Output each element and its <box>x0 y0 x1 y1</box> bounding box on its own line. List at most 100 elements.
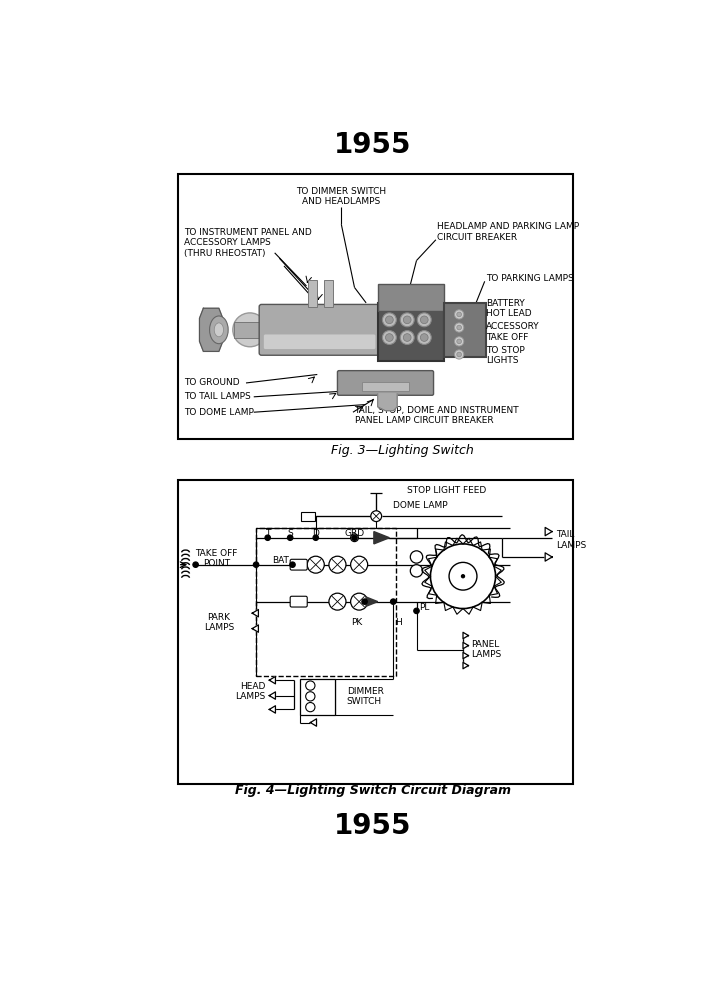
Text: TO GROUND: TO GROUND <box>184 379 240 388</box>
Circle shape <box>352 535 357 540</box>
Text: GRD: GRD <box>344 529 365 538</box>
Circle shape <box>386 316 393 324</box>
Circle shape <box>456 339 462 343</box>
Circle shape <box>351 556 368 573</box>
Circle shape <box>454 337 464 346</box>
Circle shape <box>456 325 462 330</box>
Text: ACCESSORY
TAKE OFF: ACCESSORY TAKE OFF <box>486 323 540 341</box>
Circle shape <box>417 313 431 327</box>
Text: TAIL
LAMPS: TAIL LAMPS <box>556 530 586 550</box>
FancyBboxPatch shape <box>290 559 307 570</box>
Text: TO DOME LAMP: TO DOME LAMP <box>184 407 254 416</box>
Circle shape <box>386 334 393 341</box>
Polygon shape <box>269 706 275 713</box>
Bar <box>308 279 317 307</box>
Polygon shape <box>366 597 378 606</box>
Circle shape <box>352 535 357 540</box>
Text: DIMMER
SWITCH: DIMMER SWITCH <box>347 687 384 707</box>
FancyBboxPatch shape <box>290 596 307 607</box>
Circle shape <box>193 562 198 568</box>
Circle shape <box>382 331 396 344</box>
Polygon shape <box>545 527 552 535</box>
Circle shape <box>351 534 358 541</box>
Polygon shape <box>269 692 275 700</box>
Circle shape <box>430 544 496 608</box>
Text: PARK
LAMPS: PARK LAMPS <box>204 613 234 632</box>
Polygon shape <box>463 633 468 639</box>
FancyBboxPatch shape <box>338 371 434 396</box>
Circle shape <box>288 535 293 540</box>
Text: Fig. 4—Lighting Switch Circuit Diagram: Fig. 4—Lighting Switch Circuit Diagram <box>235 784 511 797</box>
Polygon shape <box>463 652 468 658</box>
Circle shape <box>313 535 318 540</box>
Polygon shape <box>378 394 397 410</box>
Circle shape <box>414 608 419 614</box>
Circle shape <box>382 313 396 327</box>
Text: Fig. 3—Lighting Switch: Fig. 3—Lighting Switch <box>331 444 474 458</box>
Text: TO DIMMER SWITCH
AND HEADLAMPS: TO DIMMER SWITCH AND HEADLAMPS <box>296 187 387 207</box>
Text: S: S <box>288 529 293 538</box>
Text: S: S <box>305 512 311 521</box>
Text: PL: PL <box>419 602 430 611</box>
Bar <box>178 480 573 784</box>
Circle shape <box>456 312 462 317</box>
Circle shape <box>403 316 411 324</box>
Polygon shape <box>374 531 389 544</box>
Text: HEADLAMP AND PARKING LAMP
CIRCUIT BREAKER: HEADLAMP AND PARKING LAMP CIRCUIT BREAKE… <box>438 222 579 242</box>
Bar <box>256 528 395 676</box>
Text: 1955: 1955 <box>334 813 412 840</box>
Text: TO PARKING LAMPS: TO PARKING LAMPS <box>486 274 574 282</box>
Circle shape <box>400 313 414 327</box>
Ellipse shape <box>210 316 228 343</box>
Text: 1955: 1955 <box>334 131 412 159</box>
FancyBboxPatch shape <box>264 335 376 349</box>
Circle shape <box>233 313 267 346</box>
Polygon shape <box>252 625 258 633</box>
Bar <box>378 303 443 360</box>
Text: TAKE OFF
POINT: TAKE OFF POINT <box>195 549 238 568</box>
Circle shape <box>454 323 464 333</box>
Polygon shape <box>199 308 223 351</box>
Text: BAT: BAT <box>272 556 288 566</box>
Circle shape <box>420 334 428 341</box>
Text: TO STOP
LIGHTS: TO STOP LIGHTS <box>486 345 525 365</box>
Text: TO TAIL LAMPS: TO TAIL LAMPS <box>184 393 250 401</box>
Circle shape <box>329 556 346 573</box>
Polygon shape <box>269 676 275 684</box>
Circle shape <box>417 331 431 344</box>
Circle shape <box>371 511 381 522</box>
Bar <box>378 283 443 311</box>
Text: BATTERY
HOT LEAD: BATTERY HOT LEAD <box>486 298 532 318</box>
Circle shape <box>351 593 368 610</box>
Bar <box>234 322 266 338</box>
Circle shape <box>454 350 464 359</box>
Circle shape <box>462 575 464 578</box>
Text: STOP LIGHT FEED: STOP LIGHT FEED <box>407 486 486 495</box>
Polygon shape <box>463 662 468 669</box>
Circle shape <box>454 310 464 319</box>
Circle shape <box>456 352 462 357</box>
Circle shape <box>411 551 423 563</box>
Circle shape <box>306 681 315 690</box>
FancyBboxPatch shape <box>259 304 380 355</box>
Circle shape <box>329 593 346 610</box>
Circle shape <box>265 535 270 540</box>
Circle shape <box>307 556 324 573</box>
Bar <box>323 279 333 307</box>
Circle shape <box>306 703 315 711</box>
Polygon shape <box>252 609 258 617</box>
Circle shape <box>253 562 258 568</box>
Bar <box>443 303 486 357</box>
Bar <box>301 512 315 521</box>
Circle shape <box>411 565 423 577</box>
Circle shape <box>306 692 315 701</box>
Text: TO INSTRUMENT PANEL AND
ACCESSORY LAMPS
(THRU RHEOSTAT): TO INSTRUMENT PANEL AND ACCESSORY LAMPS … <box>184 228 312 258</box>
Ellipse shape <box>214 323 223 337</box>
Circle shape <box>403 334 411 341</box>
Text: DOME LAMP: DOME LAMP <box>393 501 448 510</box>
Circle shape <box>449 563 477 590</box>
Text: PANEL
LAMPS: PANEL LAMPS <box>471 640 501 659</box>
Circle shape <box>290 562 296 568</box>
Polygon shape <box>310 719 317 726</box>
Polygon shape <box>463 643 468 648</box>
